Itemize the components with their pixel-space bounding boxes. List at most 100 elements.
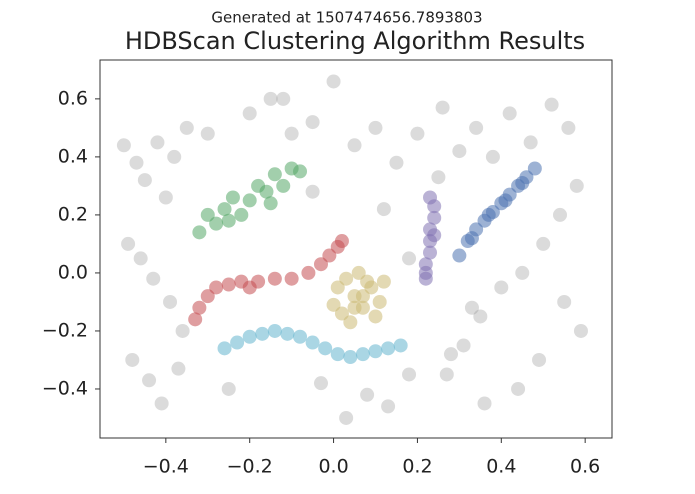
point [481,207,496,222]
point [263,196,278,211]
point [347,138,362,153]
point [427,210,442,225]
point [569,178,584,193]
point [242,106,257,121]
point [121,236,136,251]
point [188,312,203,327]
point [527,161,542,176]
point [452,248,467,263]
point [393,338,408,353]
point [200,289,215,304]
point [473,309,488,324]
point [221,381,236,396]
point [498,193,513,208]
point [464,231,479,246]
point [402,251,417,266]
point [326,74,341,89]
point [381,399,396,414]
point [267,271,282,286]
point [351,265,366,280]
point [523,135,538,150]
point [515,265,530,280]
point [339,410,354,425]
point [179,120,194,135]
point [418,265,433,280]
point [192,300,207,315]
point [267,167,282,182]
point [200,207,215,222]
point [137,173,152,188]
point [175,323,190,338]
point [557,294,572,309]
point [561,120,576,135]
point [376,274,391,289]
point [330,280,345,295]
point [389,155,404,170]
plot-frame [99,59,613,439]
point [423,190,438,205]
point [443,347,458,362]
point [263,91,278,106]
point [439,367,454,382]
point [368,309,383,324]
point [452,144,467,159]
x-tick-label: 0.6 [570,456,600,478]
x-tick-label: −0.2 [227,456,273,478]
point [217,341,232,356]
y-tick-label: −0.4 [42,377,88,399]
y-tick-label: 0.2 [58,203,88,225]
point [209,216,224,231]
point [326,297,341,312]
chart-title: HDBScan Clustering Algorithm Results [125,27,585,55]
point [334,306,349,321]
point [410,126,425,141]
point [485,149,500,164]
point [532,352,547,367]
point [502,106,517,121]
point [318,341,333,356]
point [360,387,375,402]
point [158,190,173,205]
point [242,280,257,295]
x-tick-label: 0.4 [486,456,516,478]
y-tick-label: 0.0 [58,261,88,283]
point [293,164,308,179]
point [368,344,383,359]
point [544,97,559,112]
point [230,335,245,350]
point [435,100,450,115]
point [221,213,236,228]
point [284,126,299,141]
point [242,193,257,208]
x-tick-label: 0.0 [318,456,348,478]
point [431,170,446,185]
point [368,120,383,135]
point [192,225,207,240]
point [305,335,320,350]
point [347,300,362,315]
point [154,396,169,411]
point [276,91,291,106]
point [242,329,257,344]
x-tick-label: −0.4 [143,456,189,478]
point [355,289,370,304]
point [423,245,438,260]
point [267,323,282,338]
point [116,138,131,153]
point [381,341,396,356]
point [293,329,308,344]
point [360,274,375,289]
point [343,315,358,330]
point [305,184,320,199]
point [305,115,320,130]
point [376,202,391,217]
point [536,236,551,251]
point [334,234,349,249]
point [167,149,182,164]
point [234,207,249,222]
point [313,376,328,391]
point [372,294,387,309]
point [200,126,215,141]
point [150,135,165,150]
